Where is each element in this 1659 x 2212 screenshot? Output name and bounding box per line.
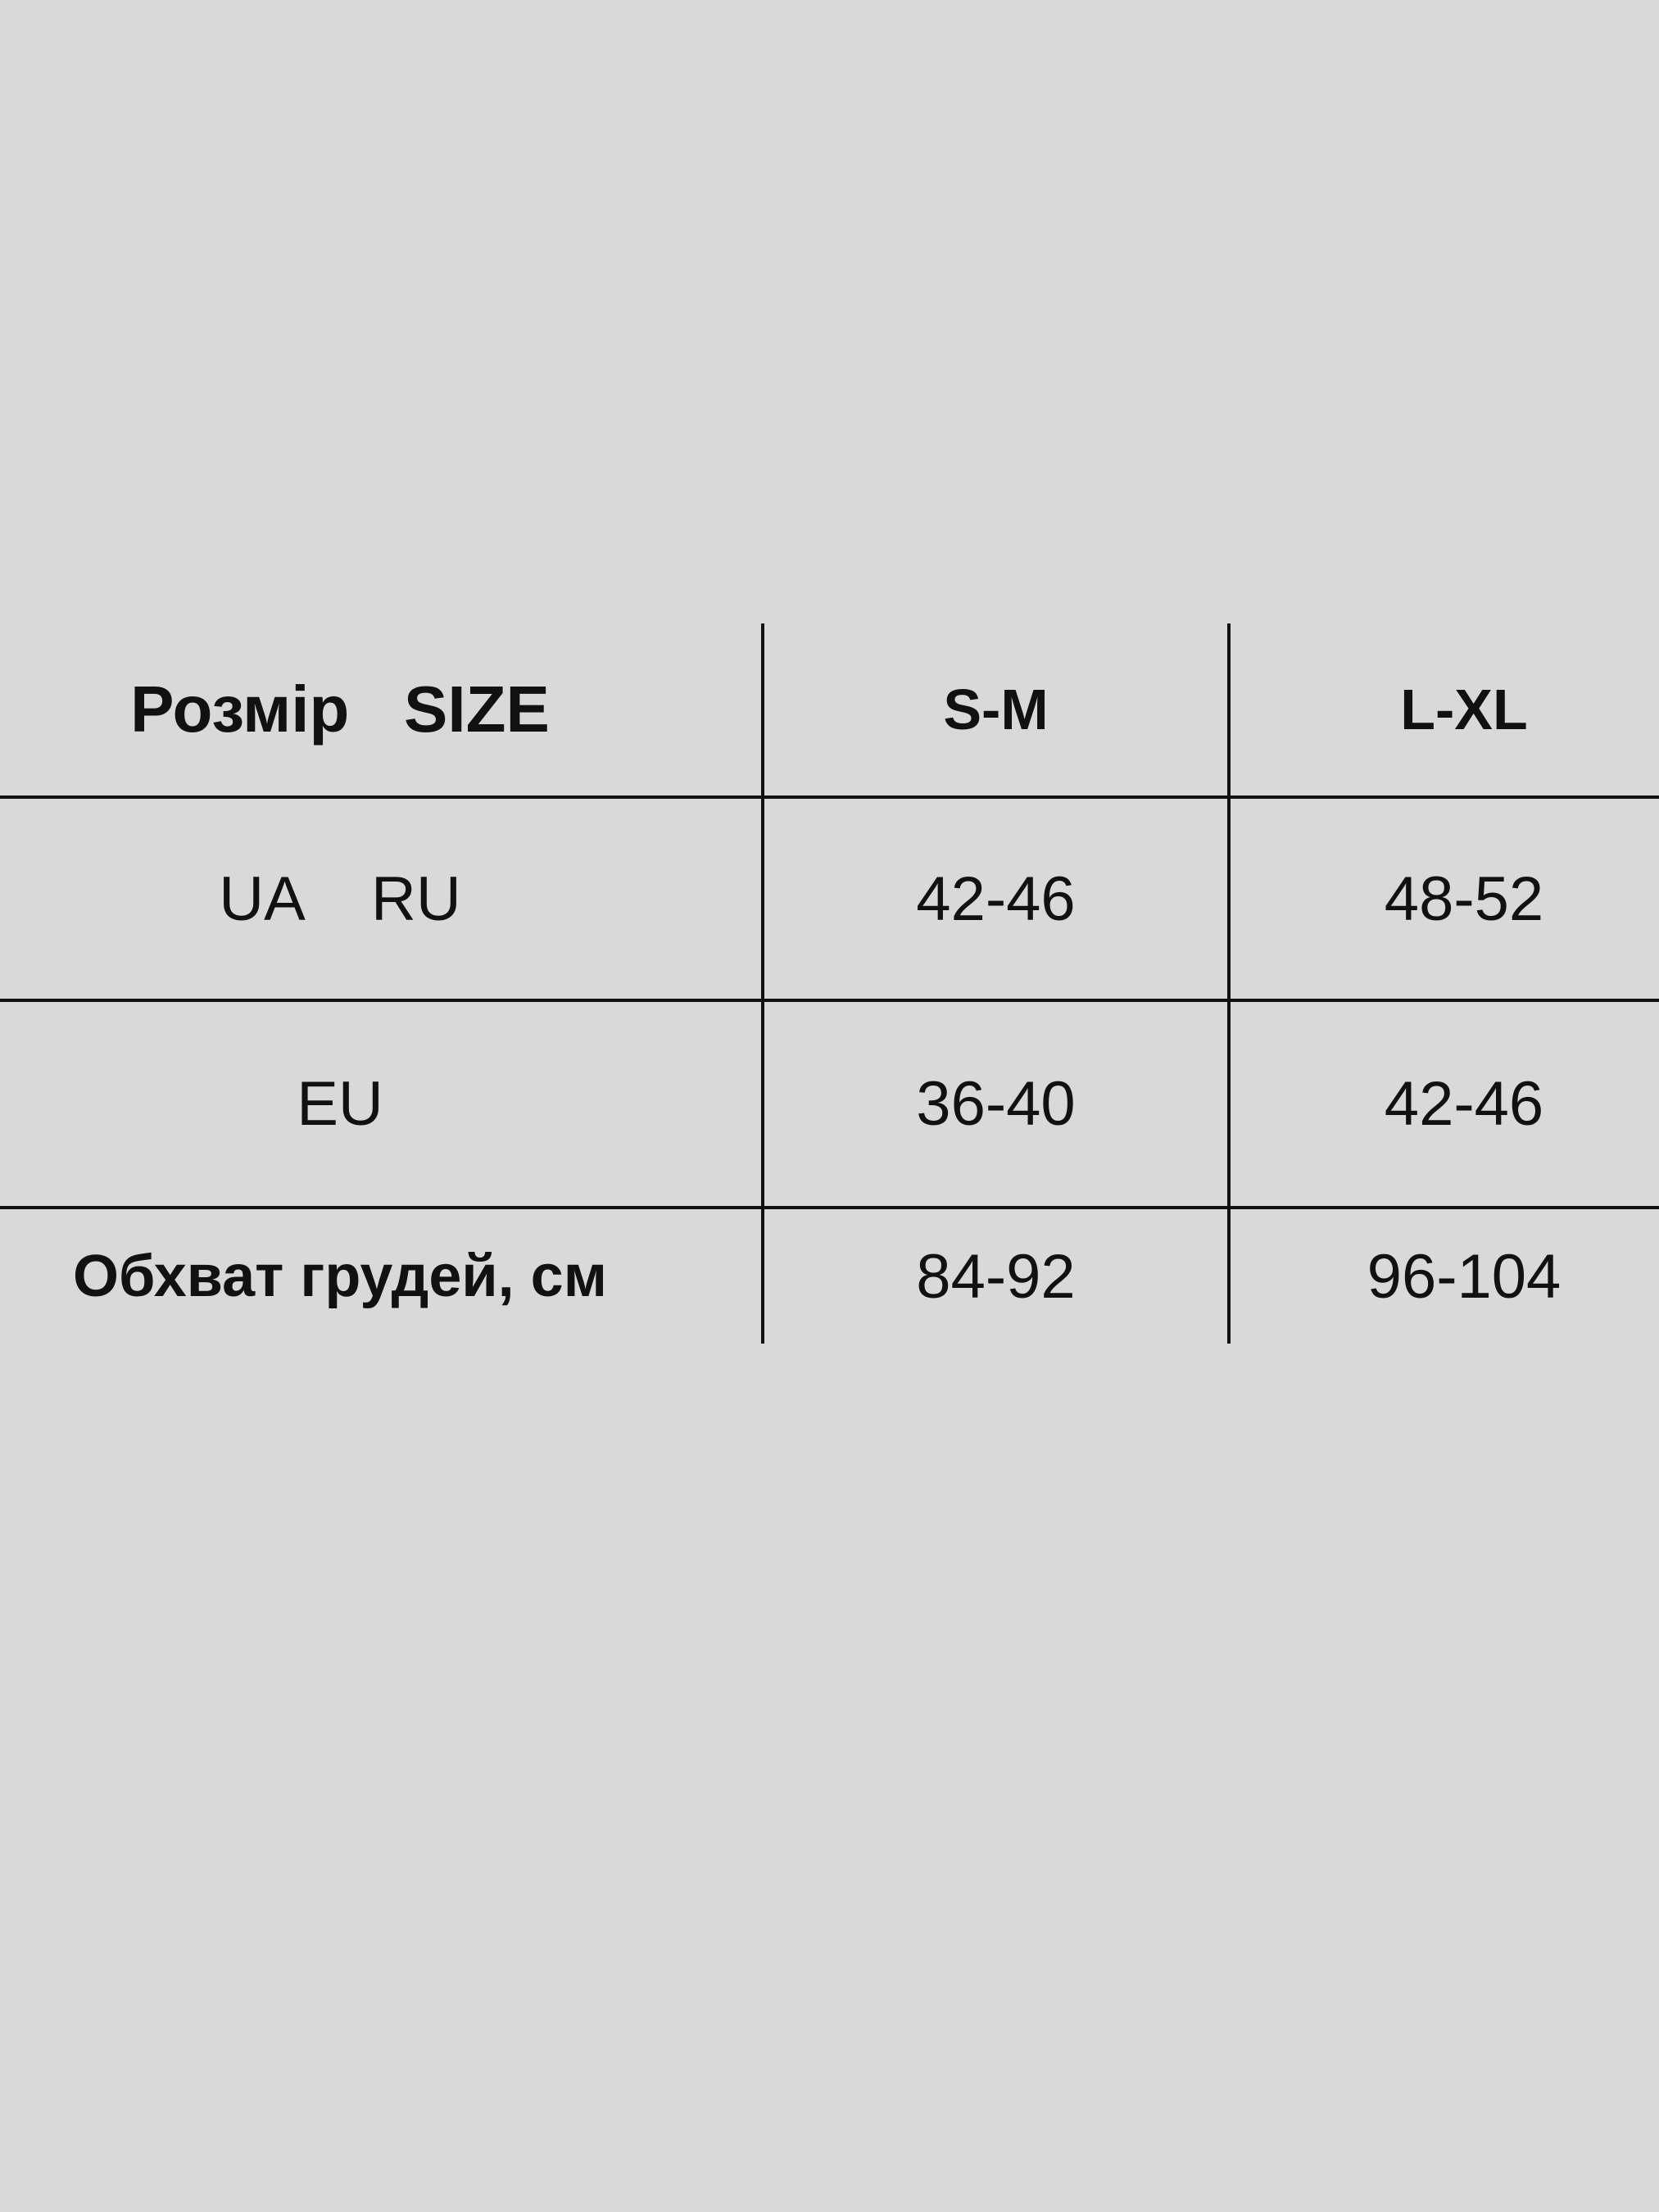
- cell-value: 42-46: [916, 863, 1076, 934]
- row-divider: [0, 999, 1659, 1002]
- cell-value: 36-40: [916, 1069, 1076, 1139]
- row-label-eu: EU: [297, 1069, 383, 1139]
- column-divider: [761, 623, 764, 1344]
- header-s-m: S-M: [943, 678, 1049, 741]
- header-l-xl: L-XL: [1400, 678, 1528, 741]
- row-divider: [0, 796, 1659, 799]
- cell-value: 96-104: [1367, 1241, 1562, 1312]
- cell-value: 48-52: [1384, 863, 1544, 934]
- column-divider: [1227, 623, 1231, 1344]
- row-label-ua-ru: UA RU: [219, 863, 461, 934]
- cell-value: 84-92: [916, 1241, 1076, 1312]
- header-size: Розмір SIZE: [130, 673, 550, 746]
- row-label-chest: Обхват грудей, см: [73, 1244, 607, 1309]
- row-divider: [0, 1206, 1659, 1209]
- cell-value: 42-46: [1384, 1069, 1544, 1139]
